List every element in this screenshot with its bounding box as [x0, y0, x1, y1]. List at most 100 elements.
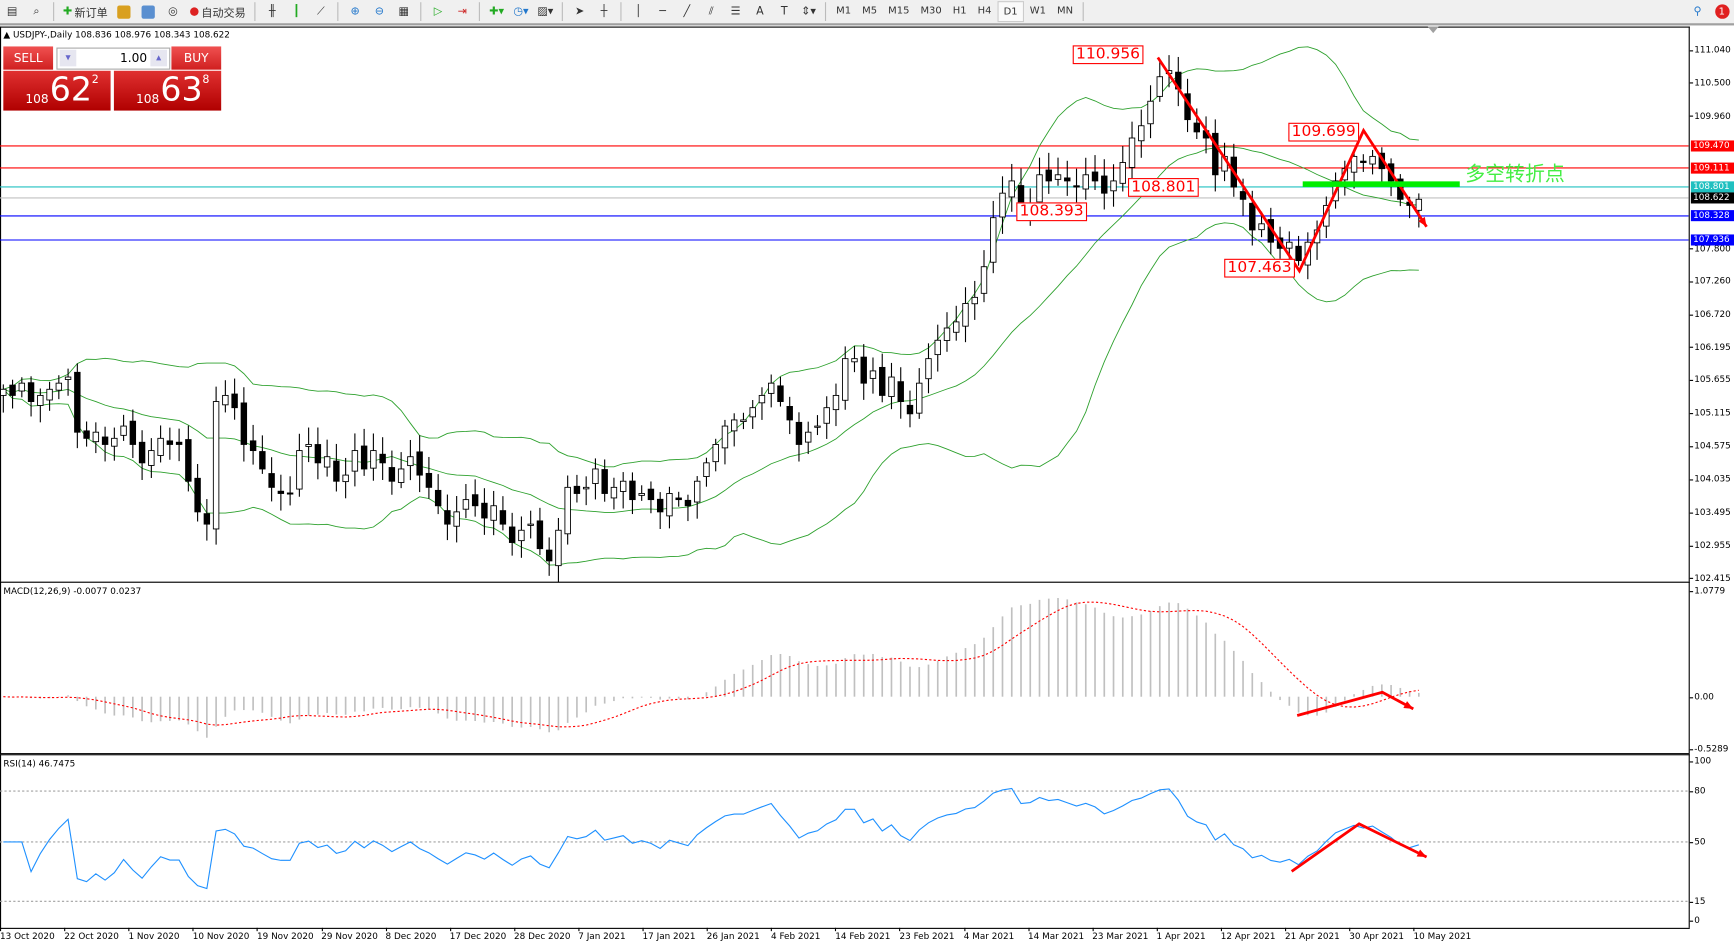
search-icon[interactable]: ⚲: [1693, 5, 1702, 18]
candle-body: [527, 523, 534, 526]
candle-body: [647, 488, 655, 501]
macd-tick: -0.5289: [1689, 743, 1729, 754]
price-level-tag: 107.936: [1690, 234, 1734, 246]
vertical-line-icon[interactable]: │: [634, 5, 642, 18]
low-price-label[interactable]: 107.463: [1224, 258, 1295, 278]
date-tick: 23 Mar 2021: [1092, 927, 1149, 942]
periods-icon[interactable]: ◷▾: [513, 5, 529, 18]
text-icon[interactable]: A: [756, 5, 764, 18]
line-chart-icon[interactable]: ⟋: [316, 5, 325, 18]
cursor-icon[interactable]: ➤: [574, 5, 585, 18]
chart-shift-icon[interactable]: ⇥: [457, 5, 468, 18]
candle-body: [601, 469, 608, 494]
candle-body: [564, 486, 571, 535]
bar-chart-icon[interactable]: ╫: [268, 5, 276, 18]
separator: [478, 2, 481, 22]
candle-body: [453, 511, 460, 527]
ask-price[interactable]: 108 63 8: [113, 70, 222, 111]
equidistant-channel-icon[interactable]: ⫽: [708, 5, 714, 18]
navigator-icon[interactable]: [139, 2, 159, 22]
auto-trade-button[interactable]: ● 自动交易: [187, 2, 248, 22]
auto-trade-label: 自动交易: [201, 7, 246, 20]
swing-high-price-label[interactable]: 109.699: [1288, 122, 1360, 142]
buy-button[interactable]: BUY: [171, 46, 222, 70]
trendline-icon[interactable]: ╱: [683, 5, 691, 18]
signal-icon[interactable]: ◎: [168, 5, 178, 18]
indicators-icon[interactable]: ✚▾: [489, 5, 505, 18]
lot-increase-icon[interactable]: ▲: [150, 49, 167, 67]
support-price-label[interactable]: 108.393: [1016, 202, 1087, 222]
arrows-icon[interactable]: ⇕▾: [801, 5, 816, 18]
separator: [53, 2, 55, 22]
timeframe-d1[interactable]: D1: [997, 1, 1025, 23]
fibonacci-icon[interactable]: ☰: [730, 5, 741, 18]
macd-arrows[interactable]: [1296, 690, 1414, 717]
candle-body: [1064, 177, 1071, 182]
candle-body: [277, 490, 285, 494]
separator: [620, 2, 622, 22]
candle-body: [1073, 185, 1080, 188]
horizontal-line-icon[interactable]: ─: [659, 5, 666, 18]
timeframe-h1[interactable]: H1: [952, 4, 967, 17]
price-trend-arrows[interactable]: [1156, 56, 1428, 274]
candle-body: [1036, 174, 1043, 203]
auto-scroll-icon[interactable]: ▷: [433, 5, 443, 18]
sell-button[interactable]: SELL: [3, 46, 54, 70]
notifications-button[interactable]: 1: [1712, 2, 1732, 22]
templates-icon[interactable]: ▨▾: [537, 5, 554, 18]
date-tick: 12 Apr 2021: [1220, 927, 1276, 942]
zoom-window-icon[interactable]: ⌕: [33, 5, 40, 18]
bollinger-middle: [3, 146, 1419, 513]
rsi-arrows[interactable]: [1290, 822, 1428, 873]
bid-main: 62: [49, 70, 92, 110]
candle-body: [1128, 137, 1136, 168]
timeframe-m15[interactable]: M15: [888, 4, 910, 17]
candlestick-icon[interactable]: ┃: [293, 5, 300, 18]
separator: [420, 2, 422, 22]
bid-price[interactable]: 108 62 2: [3, 70, 111, 111]
candle-body: [259, 451, 266, 470]
text-label-icon[interactable]: T: [780, 5, 788, 18]
chart-shift-marker-icon[interactable]: [1427, 26, 1439, 34]
crosshair-icon[interactable]: ┼: [600, 5, 608, 18]
new-chart-icon[interactable]: ▤: [6, 5, 18, 18]
pivot-text[interactable]: 多空转折点: [1465, 162, 1565, 186]
candle-body: [74, 371, 81, 433]
tile-windows-icon[interactable]: ▦: [398, 5, 409, 18]
candle-body: [18, 382, 26, 392]
ask-pip: 8: [202, 74, 210, 87]
zoom-in-icon[interactable]: ⊕: [350, 5, 360, 18]
new-order-button[interactable]: ✚ 新订单: [61, 2, 110, 22]
arrowhead-icon: [1416, 849, 1427, 858]
candle-body: [860, 356, 867, 384]
one-click-trading-panel: SELL ▼ 1.00 ▲ BUY 108 62 2 108 63 8: [3, 46, 222, 111]
pivot-zone-bar[interactable]: [1302, 181, 1460, 187]
timeframe-w1[interactable]: W1: [1029, 4, 1046, 17]
price-level-tag: 108.801: [1690, 181, 1734, 193]
candle-body: [1045, 169, 1052, 182]
timeframe-m5[interactable]: M5: [862, 4, 878, 17]
timeframe-m30[interactable]: M30: [920, 4, 942, 17]
arrowhead-icon: [1403, 701, 1414, 709]
candle-body: [749, 407, 756, 418]
lot-decrease-icon[interactable]: ▼: [59, 49, 77, 67]
lot-size-input[interactable]: ▼ 1.00 ▲: [56, 47, 171, 70]
notification-badge: 1: [1714, 4, 1730, 19]
high-price-label[interactable]: 110.956: [1072, 45, 1144, 65]
candle-body: [1415, 198, 1423, 211]
pivot-price-label[interactable]: 108.801: [1127, 178, 1199, 197]
candle-body: [656, 498, 664, 513]
candle-body: [0, 388, 7, 396]
price-level-tag: 109.111: [1690, 162, 1734, 174]
timeframe-mn[interactable]: MN: [1057, 4, 1074, 17]
bollinger-upper: [3, 46, 1419, 468]
candle-body: [490, 505, 497, 521]
candle-body: [111, 437, 118, 447]
timeframe-h4[interactable]: H4: [977, 4, 992, 17]
timeframe-m1[interactable]: M1: [836, 4, 852, 17]
candle-body: [1054, 174, 1062, 180]
price-axis[interactable]: 111.040 110.500 109.960 107.800 107.260 106.7…: [1688, 26, 1734, 583]
zoom-out-icon[interactable]: ⊖: [374, 5, 385, 18]
candle-body: [916, 382, 923, 414]
market-watch-icon[interactable]: [114, 2, 134, 22]
